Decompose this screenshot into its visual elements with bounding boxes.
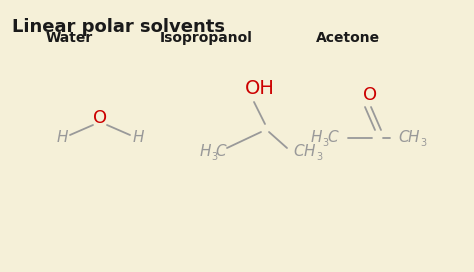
Text: H: H: [303, 144, 315, 159]
Text: 3: 3: [211, 152, 217, 162]
Text: Linear polar solvents: Linear polar solvents: [12, 18, 225, 36]
Text: H: H: [407, 131, 419, 146]
Text: C: C: [328, 131, 338, 146]
Text: Isopropanol: Isopropanol: [160, 31, 253, 45]
Text: Water: Water: [45, 31, 92, 45]
Text: 3: 3: [322, 138, 328, 148]
Text: H: H: [56, 131, 68, 146]
Text: H: H: [132, 131, 144, 146]
Text: C: C: [399, 131, 410, 146]
Text: H: H: [199, 144, 211, 159]
Text: C: C: [216, 144, 226, 159]
Text: 3: 3: [316, 152, 322, 162]
Text: OH: OH: [245, 79, 275, 97]
Text: H: H: [310, 131, 322, 146]
Text: C: C: [294, 144, 304, 159]
Text: O: O: [93, 109, 107, 127]
Text: O: O: [363, 86, 377, 104]
Text: 3: 3: [420, 138, 426, 148]
Text: Acetone: Acetone: [316, 31, 381, 45]
